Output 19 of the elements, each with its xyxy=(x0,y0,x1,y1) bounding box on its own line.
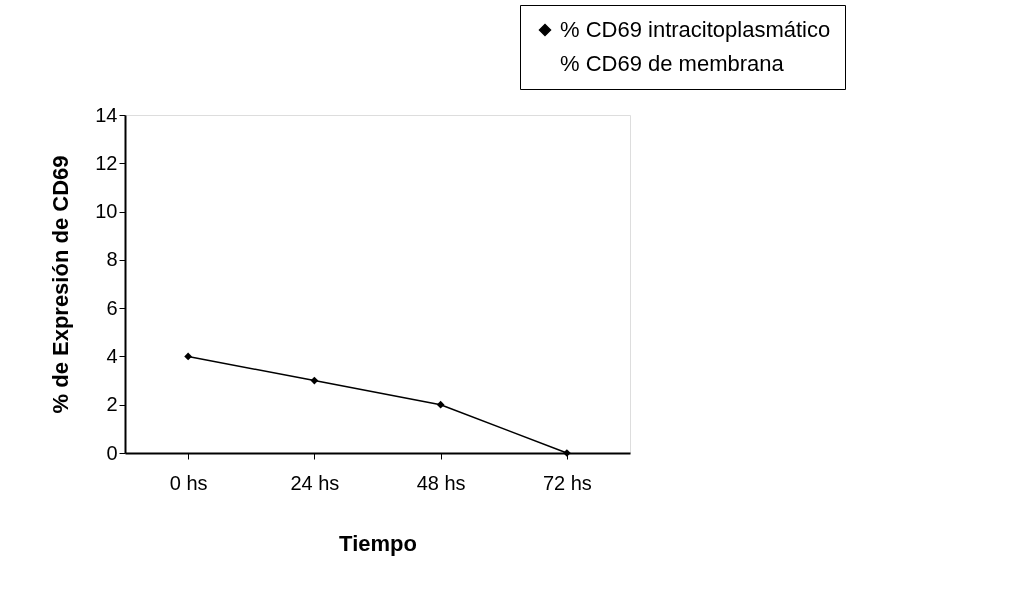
y-tick-label: 14 xyxy=(95,103,118,126)
x-tick-label: 24 hs xyxy=(290,471,340,494)
y-tick-label: 2 xyxy=(106,393,118,416)
point xyxy=(436,400,445,409)
y-tick-label: 10 xyxy=(95,200,118,223)
x-axis-title: Tiempo xyxy=(339,530,417,556)
y-tick-label: 8 xyxy=(106,248,118,271)
point xyxy=(184,352,192,361)
x-tick-label: 0 hs xyxy=(169,471,208,494)
y-tick-label: 4 xyxy=(106,344,118,367)
point xyxy=(310,376,319,385)
y-tick-label: 0 xyxy=(106,441,118,464)
x-tick-label: 72 hs xyxy=(542,471,592,494)
text: % CD69 de membrana xyxy=(560,51,785,76)
legend-label: % CD69 intracitoplasmático xyxy=(560,17,831,42)
y-axis-title: % de Expresión de CD69 xyxy=(48,155,74,414)
y-tick-label: 6 xyxy=(106,296,118,319)
x-tick-label: 48 hs xyxy=(416,471,466,494)
y-tick-label: 12 xyxy=(95,151,118,174)
